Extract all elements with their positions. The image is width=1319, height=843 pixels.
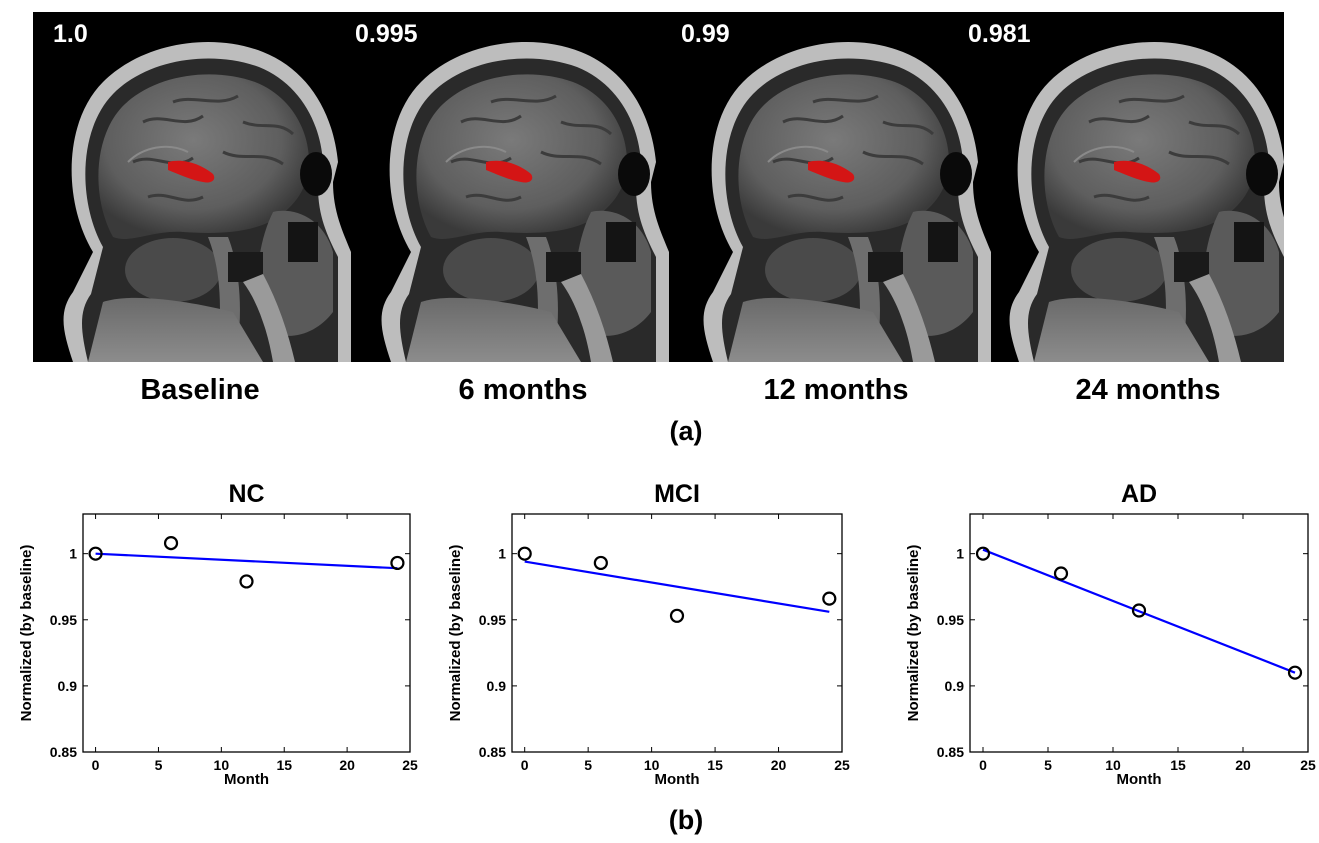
x-tick-label: 15 (707, 757, 723, 773)
data-point (593, 555, 608, 571)
y-tick-label: 0.95 (479, 612, 506, 628)
x-tick-label: 15 (1170, 757, 1186, 773)
x-tick-label: 20 (339, 757, 355, 773)
mri-scan-strip: 1.0 0.995 0.99 0.981 (33, 12, 1284, 362)
y-tick-label: 1 (956, 546, 964, 562)
data-point (163, 535, 179, 551)
y-tick-label: 0.85 (937, 744, 964, 760)
y-tick-label: 0.85 (50, 744, 77, 760)
y-tick-label: 0.95 (50, 612, 77, 628)
scan-value-24-months: 0.981 (968, 20, 1031, 48)
y-axis-label: Normalized (by baseline) (18, 545, 35, 722)
x-tick-label: 0 (521, 757, 529, 773)
chart-title-nc: NC (228, 480, 264, 508)
axes-box (969, 513, 1309, 753)
scan-value-baseline: 1.0 (53, 20, 88, 48)
x-axis-label: Month (224, 771, 269, 788)
mri-scan-24-months (1008, 40, 1284, 362)
data-point (669, 608, 685, 623)
y-tick-label: 1 (498, 546, 506, 562)
panel-a-label: (a) (669, 416, 703, 446)
timepoint-label-baseline: Baseline (140, 374, 260, 406)
x-tick-label: 5 (155, 757, 163, 773)
x-tick-label: 25 (402, 757, 418, 773)
data-point (975, 546, 991, 561)
scan-value-12-months: 0.99 (681, 20, 730, 48)
fit-line (982, 548, 1296, 674)
y-tick-label: 0.85 (479, 744, 506, 760)
x-tick-label: 20 (1235, 757, 1251, 773)
scan-value-6-months: 0.995 (355, 20, 418, 48)
data-point (517, 546, 532, 561)
data-point (1287, 665, 1303, 680)
data-point (390, 555, 405, 571)
data-point (1053, 566, 1069, 581)
mri-scan-baseline (62, 40, 353, 362)
chart-title-ad: AD (1121, 480, 1157, 508)
panel-b-label: (b) (668, 805, 704, 835)
x-axis-label: Month (1117, 771, 1162, 788)
x-tick-label: 10 (214, 757, 230, 773)
x-axis-label: Month (655, 771, 700, 788)
x-tick-label: 25 (834, 757, 850, 773)
x-tick-label: 10 (644, 757, 660, 773)
data-point (239, 574, 254, 589)
y-axis-label: Normalized (by baseline) (905, 545, 922, 722)
x-tick-label: 0 (92, 757, 100, 773)
fit-line (95, 552, 398, 570)
y-tick-label: 0.9 (945, 678, 965, 694)
fit-line (524, 560, 830, 613)
axes-box (82, 513, 411, 753)
y-axis-label: Normalized (by baseline) (447, 545, 464, 722)
x-tick-label: 5 (584, 757, 592, 773)
axes-box (511, 513, 843, 753)
x-tick-label: 0 (979, 757, 987, 773)
y-tick-label: 0.9 (487, 678, 507, 694)
x-tick-label: 15 (276, 757, 292, 773)
x-tick-label: 25 (1300, 757, 1316, 773)
mri-scan-12-months (702, 40, 993, 362)
y-tick-label: 1 (69, 546, 77, 562)
x-tick-label: 10 (1105, 757, 1121, 773)
data-point (822, 591, 837, 606)
y-tick-label: 0.9 (58, 678, 78, 694)
chart-title-mci: MCI (654, 480, 700, 508)
y-tick-label: 0.95 (937, 612, 964, 628)
mri-scan-6-months (380, 40, 671, 362)
timepoint-label-12-months: 12 months (763, 374, 909, 406)
x-tick-label: 5 (1044, 757, 1052, 773)
timepoint-label-6-months: 6 months (458, 374, 588, 406)
data-point (88, 546, 103, 561)
x-tick-label: 20 (771, 757, 787, 773)
data-point (1131, 603, 1147, 618)
timepoint-label-24-months: 24 months (1075, 374, 1221, 406)
